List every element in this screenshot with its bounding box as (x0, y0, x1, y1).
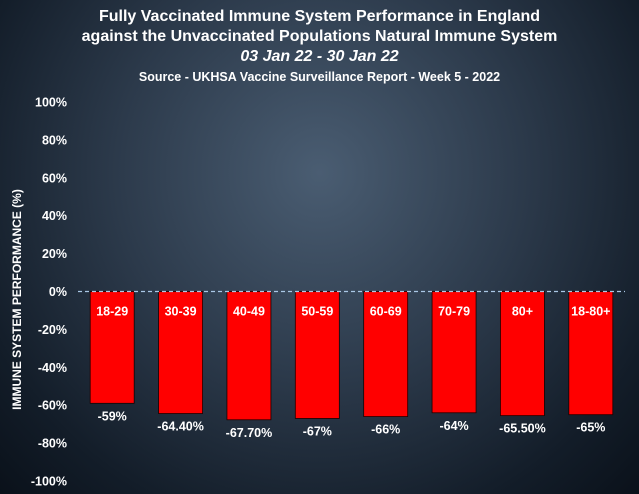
y-tick-label: 0% (49, 285, 67, 299)
bar (294, 291, 340, 419)
chart-title: Fully Vaccinated Immune System Performan… (98, 8, 541, 25)
category-label: 60-69 (370, 305, 402, 319)
bar (431, 291, 477, 414)
data-label: -64% (439, 419, 468, 433)
bar (226, 291, 272, 421)
data-label: -67% (303, 424, 332, 438)
category-label: 40-49 (233, 305, 265, 319)
chart-title-line-2: against the Unvaccinated Populations Nat… (81, 28, 558, 45)
category-label: 30-39 (165, 305, 197, 319)
y-tick-label: -60% (38, 399, 67, 413)
chart-subtitle: 03 Jan 22 - 30 Jan 22 (240, 48, 399, 65)
data-label: -67.70% (226, 426, 273, 440)
y-tick-label: -80% (38, 437, 67, 451)
y-tick-label: 60% (42, 171, 67, 185)
y-tick-label: -20% (38, 323, 67, 337)
chart-source: Source - UKHSA Vaccine Surveillance Repo… (138, 70, 501, 84)
data-label: -65.50% (499, 422, 546, 436)
data-label: -66% (371, 423, 400, 437)
data-label: -65% (576, 421, 605, 435)
y-tick-label: 20% (42, 247, 67, 261)
y-tick-label: 40% (42, 209, 67, 223)
bar (158, 291, 203, 414)
data-label: -59% (98, 409, 127, 423)
y-tick-label: 100% (35, 96, 67, 110)
bar (363, 291, 409, 417)
category-label: 70-79 (438, 305, 470, 319)
data-label: -64.40% (157, 420, 204, 434)
category-label: 50-59 (301, 305, 333, 319)
y-axis-title: IMMUNE SYSTEM PERFORMANCE (%) (10, 189, 24, 410)
bar (89, 291, 135, 404)
y-tick-label: -40% (38, 361, 67, 375)
category-label: 18-29 (96, 305, 128, 319)
y-tick-label: 80% (42, 133, 67, 147)
category-label: 18-80+ (571, 305, 610, 319)
category-label: 80+ (512, 305, 533, 319)
y-tick-label: -100% (31, 475, 67, 489)
